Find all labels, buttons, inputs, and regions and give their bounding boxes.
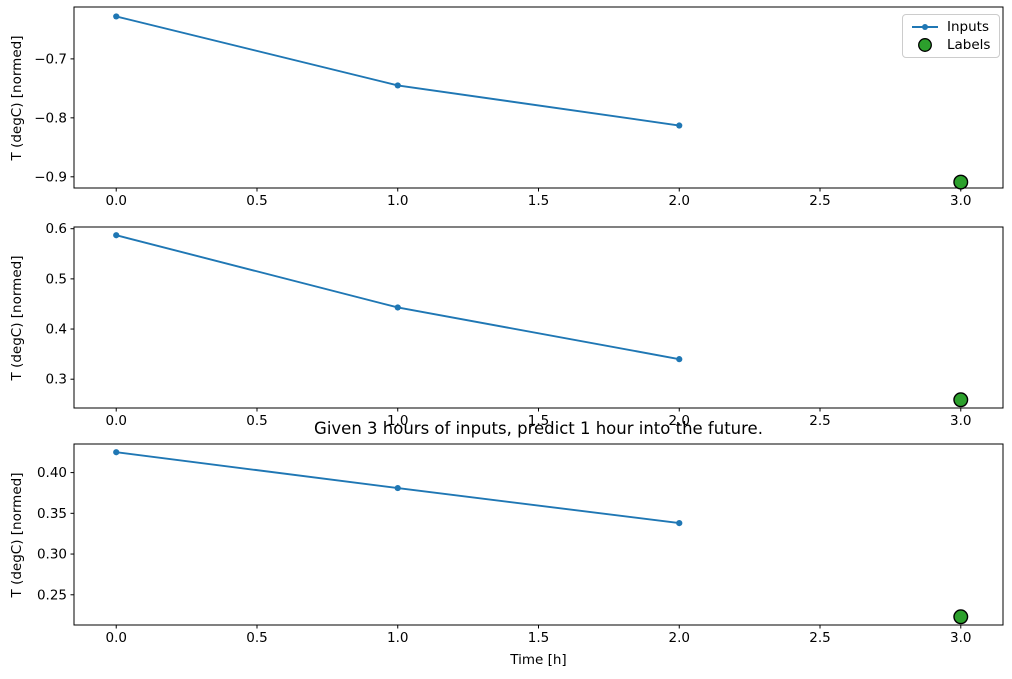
legend-label-inputs: Inputs (947, 19, 989, 35)
x-tick-label-1: 2.5 (809, 413, 830, 429)
legend-item-inputs: Inputs (910, 19, 990, 35)
inputs-marker-chart-0 (676, 122, 683, 129)
labels-circle-icon (918, 38, 932, 52)
inputs-marker-chart-0 (394, 82, 401, 89)
x-tick-label-0: 1.5 (528, 193, 549, 209)
x-tick-label-0: 0.5 (246, 193, 267, 209)
inputs-marker-chart-1 (394, 304, 401, 311)
x-tick-label-0: 0.0 (105, 193, 126, 209)
y-tick-label-2: 0.30 (37, 547, 67, 563)
inputs-line-chart-0 (116, 15, 680, 127)
x-tick-label-0: 2.0 (669, 193, 690, 209)
x-tick-label-2: 2.5 (809, 630, 830, 646)
y-axis-label-middle: T (degC) [normed] (9, 255, 25, 381)
y-tick-label-0: −0.9 (34, 169, 67, 185)
y-tick-label-1: 0.4 (46, 322, 67, 338)
labels-marker-chart-2 (953, 609, 969, 625)
x-axis-label: Time [h] (510, 652, 567, 668)
chart-title: Given 3 hours of inputs, predict 1 hour … (314, 419, 763, 438)
x-tick-label-2: 2.0 (669, 630, 690, 646)
x-tick-label-0: 2.5 (809, 193, 830, 209)
axes-frame-2 (73, 443, 1004, 626)
labels-marker-chart-0 (953, 174, 969, 190)
axes-frame-0 (73, 6, 1004, 189)
legend-item-labels: Labels (910, 37, 990, 53)
y-tick-label-1: 0.6 (46, 221, 67, 237)
inputs-marker-chart-1 (113, 232, 120, 239)
x-tick-label-1: 2.0 (669, 413, 690, 429)
labels-marker-chart-1 (953, 392, 969, 408)
inputs-dot-glyph (922, 24, 928, 30)
legend: Inputs Labels (902, 14, 1001, 58)
inputs-marker-chart-1 (676, 356, 683, 363)
x-tick-label-1: 0.0 (105, 413, 126, 429)
x-tick-label-2: 1.5 (528, 630, 549, 646)
x-tick-label-1: 1.5 (528, 413, 549, 429)
x-tick-label-1: 1.0 (387, 413, 408, 429)
y-tick-label-2: 0.25 (37, 587, 67, 603)
legend-label-labels: Labels (947, 37, 991, 53)
x-tick-label-0: 3.0 (950, 193, 971, 209)
inputs-line-chart-1 (115, 234, 680, 361)
x-tick-label-2: 0.0 (105, 630, 126, 646)
y-tick-label-2: 0.35 (37, 506, 67, 522)
y-axis-label-top: T (degC) [normed] (9, 35, 25, 161)
x-tick-label-2: 1.0 (387, 630, 408, 646)
x-tick-label-1: 0.5 (246, 413, 267, 429)
y-tick-label-1: 0.3 (46, 372, 67, 388)
inputs-line-icon (912, 24, 938, 30)
x-tick-label-2: 3.0 (950, 630, 971, 646)
y-tick-label-0: −0.7 (34, 51, 67, 67)
labels-circle-glyph (918, 38, 932, 52)
y-tick-label-0: −0.8 (34, 110, 67, 126)
inputs-marker-chart-2 (113, 449, 120, 456)
x-tick-label-0: 1.0 (387, 193, 408, 209)
y-axis-label-bottom: T (degC) [normed] (9, 472, 25, 598)
x-tick-label-2: 0.5 (246, 630, 267, 646)
inputs-marker-chart-0 (113, 13, 120, 20)
axes-frame-1 (73, 226, 1004, 409)
x-tick-label-1: 3.0 (950, 413, 971, 429)
inputs-marker-chart-2 (394, 484, 401, 492)
inputs-marker-chart-2 (676, 519, 683, 527)
y-tick-label-2: 0.40 (37, 465, 67, 481)
y-tick-label-1: 0.5 (46, 271, 67, 287)
